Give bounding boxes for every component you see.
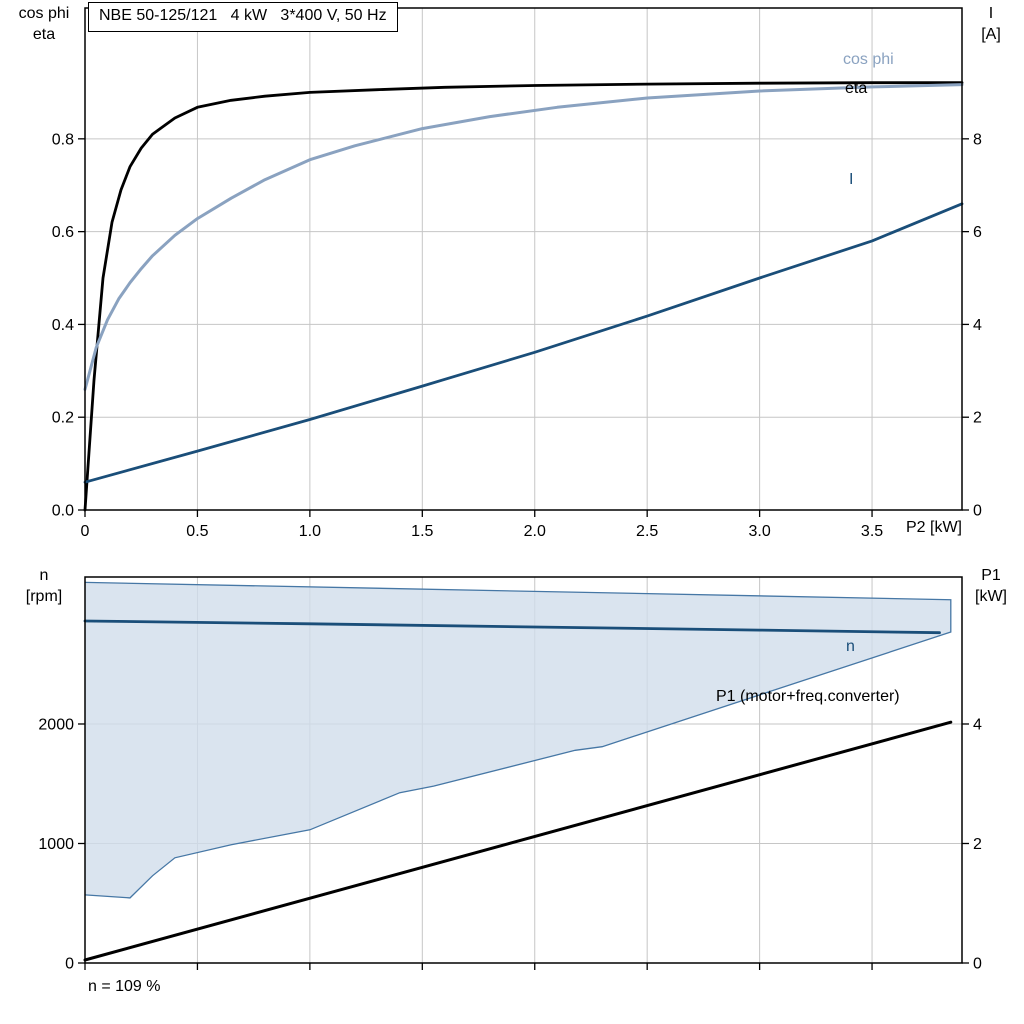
chart-bottom: 0 1000 2000 0 2 4	[38, 576, 982, 973]
cos-phi-axis-label: cos phi	[18, 5, 70, 22]
tick-label: 2.5	[636, 523, 658, 540]
current-curve-label: I	[849, 171, 854, 188]
tick-label: 0.2	[52, 410, 74, 427]
tick-label: 0	[65, 956, 74, 973]
tick-label: 0.4	[52, 317, 74, 334]
ampere-unit-label: [A]	[981, 25, 1001, 43]
eta-curve-label: eta	[845, 80, 868, 97]
speed-curve-label: n	[846, 638, 855, 655]
tick-label: 1.5	[411, 523, 433, 540]
tick-label: 2	[973, 836, 982, 853]
tick-label: 6	[973, 224, 982, 241]
tick-label: 2	[973, 410, 982, 427]
eta-axis-label: eta	[32, 25, 56, 43]
current-axis-label: I	[988, 5, 994, 22]
tick-label: 1.0	[299, 523, 321, 540]
tick-label: 4	[973, 317, 982, 334]
tick-label: 0.5	[186, 523, 208, 540]
tick-label: 2.0	[524, 523, 546, 540]
tick-label: 4	[973, 716, 982, 733]
tick-label: 0	[81, 523, 90, 540]
tick-label: 0.0	[52, 503, 74, 520]
speed-axis-label: n	[39, 567, 49, 584]
tick-label: 3.5	[861, 523, 883, 540]
title-box: NBE 50-125/121 4 kW 3*400 V, 50 Hz	[88, 2, 398, 32]
tick-label: 0	[973, 956, 982, 973]
right-axis-label-top-chart: I [A]	[962, 4, 1020, 46]
curve-i	[83, 202, 964, 484]
speed-percent-footnote: n = 109 %	[88, 978, 161, 995]
chart-top: 0 0.5 1.0 1.5 2.0 2.5 3.0 3.5 0.0 0.2 0.4 0.6 0.8 0 2 4…	[52, 7, 982, 540]
p1-curve-label: P1 (motor+freq.converter)	[716, 688, 900, 705]
right-axis-label-bottom-chart: P1 [kW]	[962, 566, 1020, 608]
tick-label: 3.0	[748, 523, 770, 540]
tick-label: 1000	[38, 836, 74, 853]
plot-frame	[84, 576, 963, 964]
left-axis-label-top-chart: cos phi eta	[4, 4, 84, 46]
speed-range-band-edge	[84, 581, 952, 899]
x-axis-label: P2 [kW]	[905, 519, 962, 536]
curve-p1-motor-freq-converter-	[83, 720, 953, 962]
curve-cos-phi	[83, 83, 964, 391]
plot-frame	[84, 7, 963, 511]
tick-label: 2000	[38, 716, 74, 733]
tick-label: 0.8	[52, 131, 74, 148]
curve-n	[83, 619, 941, 635]
cos-phi-curve-label: cos phi	[843, 51, 894, 68]
tick-label: 0.6	[52, 224, 74, 241]
tick-label: 8	[973, 131, 982, 148]
speed-range-band	[85, 582, 951, 898]
curve-eta	[83, 81, 964, 512]
left-axis-label-bottom-chart: n [rpm]	[4, 566, 84, 608]
kw-unit-label: [kW]	[975, 587, 1007, 605]
p1-axis-label: P1	[981, 567, 1001, 584]
tick-label: 0	[973, 503, 982, 520]
rpm-unit-label: [rpm]	[25, 587, 63, 605]
